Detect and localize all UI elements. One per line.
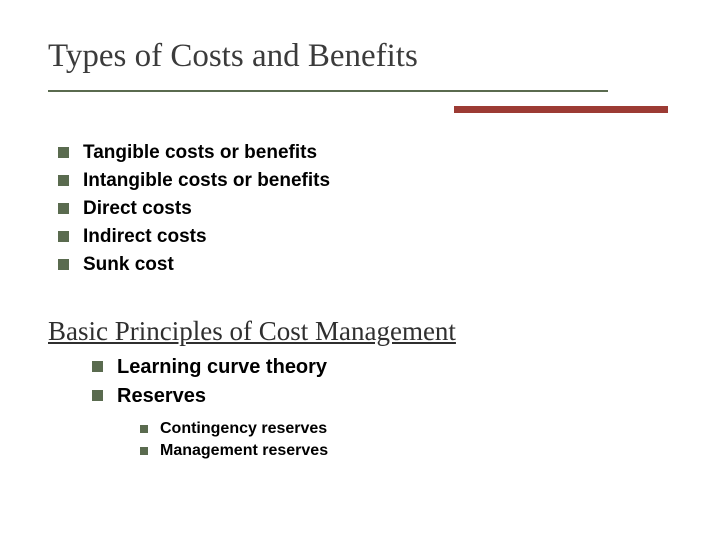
main-item-label: Sunk cost — [83, 254, 174, 276]
main-item-label: Intangible costs or benefits — [83, 170, 330, 192]
main-item-row: Direct costs — [58, 198, 330, 220]
subsub-item-label: Contingency reserves — [160, 420, 327, 438]
square-bullet-icon — [58, 147, 69, 158]
accent-bar — [454, 106, 668, 113]
sub-item-label: Learning curve theory — [117, 356, 327, 379]
main-item-label: Tangible costs or benefits — [83, 142, 317, 164]
square-bullet-icon — [92, 361, 103, 372]
slide-title: Types of Costs and Benefits — [48, 38, 418, 75]
square-bullet-icon — [140, 425, 148, 433]
slide: Types of Costs and Benefits Tangible cos… — [0, 0, 720, 540]
title-underline — [48, 90, 608, 92]
square-bullet-icon — [58, 259, 69, 270]
subsub-item-label: Management reserves — [160, 442, 328, 460]
main-item-row: Indirect costs — [58, 226, 330, 248]
main-item-label: Direct costs — [83, 198, 192, 220]
main-item-row: Intangible costs or benefits — [58, 170, 330, 192]
main-item-row: Sunk cost — [58, 254, 330, 276]
square-bullet-icon — [58, 231, 69, 242]
main-item-row: Tangible costs or benefits — [58, 142, 330, 164]
subsub-item-row: Management reserves — [140, 442, 328, 460]
sub-bullet-list: Learning curve theory Reserves — [92, 356, 327, 414]
main-bullet-list: Tangible costs or benefits Intangible cos… — [58, 142, 330, 282]
square-bullet-icon — [140, 447, 148, 455]
subheading: Basic Principles of Cost Management — [48, 316, 456, 347]
subsub-bullet-list: Contingency reserves Management reserves — [140, 420, 328, 464]
sub-item-row: Reserves — [92, 385, 327, 408]
sub-item-label: Reserves — [117, 385, 206, 408]
square-bullet-icon — [58, 175, 69, 186]
main-item-label: Indirect costs — [83, 226, 207, 248]
square-bullet-icon — [58, 203, 69, 214]
square-bullet-icon — [92, 390, 103, 401]
sub-item-row: Learning curve theory — [92, 356, 327, 379]
subsub-item-row: Contingency reserves — [140, 420, 328, 438]
